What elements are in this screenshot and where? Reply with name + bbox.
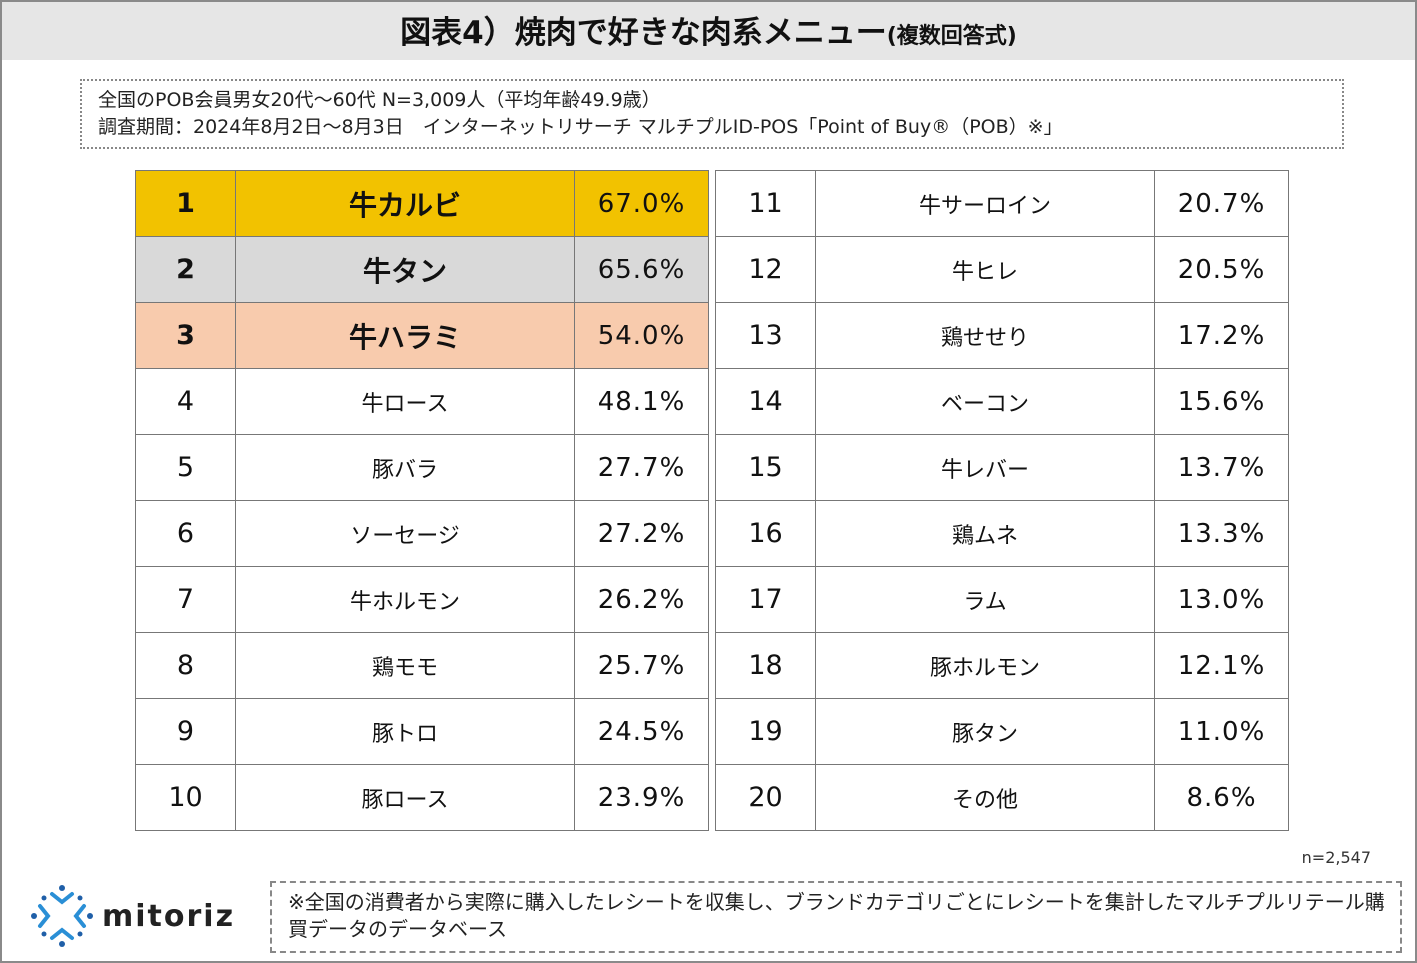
ranking-table-right: 11 牛サーロイン 20.7% 12 牛ヒレ 20.5% 13 鶏せせり 17.2% 14 ベーコン… (715, 170, 1289, 831)
ranking-row: 12 牛ヒレ 20.5% (715, 236, 1289, 303)
percent-cell: 13.3% (1154, 500, 1289, 567)
percent-cell: 67.0% (574, 170, 709, 237)
rank-cell: 4 (135, 368, 236, 435)
ranking-row: 13 鶏せせり 17.2% (715, 302, 1289, 369)
item-cell: 牛ホルモン (235, 566, 575, 633)
percent-cell: 8.6% (1154, 764, 1289, 831)
rank-cell: 5 (135, 434, 236, 501)
rank-cell: 3 (135, 302, 236, 369)
logo-text: mitoriz (102, 898, 236, 934)
title-sub: (複数回答式) (886, 24, 1017, 49)
ranking-row: 4 牛ロース 48.1% (135, 368, 709, 435)
ranking-row: 2 牛タン 65.6% (135, 236, 709, 303)
rank-cell: 14 (715, 368, 816, 435)
item-cell: 牛サーロイン (815, 170, 1155, 237)
item-cell: 牛カルビ (235, 170, 575, 237)
percent-cell: 25.7% (574, 632, 709, 699)
percent-cell: 48.1% (574, 368, 709, 435)
ranking-row: 14 ベーコン 15.6% (715, 368, 1289, 435)
ranking-row: 8 鶏モモ 25.7% (135, 632, 709, 699)
sample-size: n=2,547 (1301, 848, 1371, 867)
item-cell: 鶏ムネ (815, 500, 1155, 567)
ranking-row: 11 牛サーロイン 20.7% (715, 170, 1289, 237)
rank-cell: 19 (715, 698, 816, 765)
item-cell: ラム (815, 566, 1155, 633)
item-cell: 牛ハラミ (235, 302, 575, 369)
ranking-row: 5 豚バラ 27.7% (135, 434, 709, 501)
ranking-row: 9 豚トロ 24.5% (135, 698, 709, 765)
percent-cell: 23.9% (574, 764, 709, 831)
ranking-row: 7 牛ホルモン 26.2% (135, 566, 709, 633)
rank-cell: 17 (715, 566, 816, 633)
ranking-row: 10 豚ロース 23.9% (135, 764, 709, 831)
survey-sample: 全国のPOB会員男女20代～60代 N=3,009人（平均年齢49.9歳） (98, 89, 661, 111)
ranking-row: 1 牛カルビ 67.0% (135, 170, 709, 237)
percent-cell: 65.6% (574, 236, 709, 303)
percent-cell: 27.7% (574, 434, 709, 501)
rank-cell: 6 (135, 500, 236, 567)
rank-cell: 1 (135, 170, 236, 237)
item-cell: 豚ホルモン (815, 632, 1155, 699)
rank-cell: 20 (715, 764, 816, 831)
ranking-row: 3 牛ハラミ 54.0% (135, 302, 709, 369)
item-cell: その他 (815, 764, 1155, 831)
ranking-row: 6 ソーセージ 27.2% (135, 500, 709, 567)
percent-cell: 13.7% (1154, 434, 1289, 501)
rank-cell: 13 (715, 302, 816, 369)
rank-cell: 9 (135, 698, 236, 765)
footnote: ※全国の消費者から実際に購入したレシートを収集し、ブランドカテゴリごとにレシート… (270, 881, 1402, 953)
percent-cell: 27.2% (574, 500, 709, 567)
ranking-row: 16 鶏ムネ 13.3% (715, 500, 1289, 567)
percent-cell: 15.6% (1154, 368, 1289, 435)
item-cell: 鶏せせり (815, 302, 1155, 369)
rank-cell: 15 (715, 434, 816, 501)
rank-cell: 16 (715, 500, 816, 567)
ranking-row: 17 ラム 13.0% (715, 566, 1289, 633)
rank-cell: 8 (135, 632, 236, 699)
logo-star-icon (31, 885, 93, 947)
survey-period: 調査期間：2024年8月2日～8月3日 インターネットリサーチ マルチプルID-… (98, 116, 1063, 138)
figure-title: 図表4）焼肉で好きな肉系メニュー(複数回答式) (2, 2, 1415, 60)
item-cell: 牛レバー (815, 434, 1155, 501)
rank-cell: 7 (135, 566, 236, 633)
ranking-row: 15 牛レバー 13.7% (715, 434, 1289, 501)
item-cell: ソーセージ (235, 500, 575, 567)
item-cell: ベーコン (815, 368, 1155, 435)
item-cell: 牛ロース (235, 368, 575, 435)
percent-cell: 20.5% (1154, 236, 1289, 303)
percent-cell: 20.7% (1154, 170, 1289, 237)
ranking-table-left: 1 牛カルビ 67.0% 2 牛タン 65.6% 3 牛ハラミ 54.0% 4 牛ロース 48.1% 5… (135, 170, 709, 831)
item-cell: 豚タン (815, 698, 1155, 765)
survey-info: 全国のPOB会員男女20代～60代 N=3,009人（平均年齢49.9歳） 調査… (80, 79, 1344, 149)
rank-cell: 11 (715, 170, 816, 237)
mitoriz-logo: mitoriz (30, 884, 235, 948)
item-cell: 豚ロース (235, 764, 575, 831)
item-cell: 豚バラ (235, 434, 575, 501)
rank-cell: 10 (135, 764, 236, 831)
rank-cell: 12 (715, 236, 816, 303)
ranking-row: 20 その他 8.6% (715, 764, 1289, 831)
item-cell: 豚トロ (235, 698, 575, 765)
ranking-row: 18 豚ホルモン 12.1% (715, 632, 1289, 699)
rank-cell: 2 (135, 236, 236, 303)
percent-cell: 13.0% (1154, 566, 1289, 633)
percent-cell: 26.2% (574, 566, 709, 633)
item-cell: 鶏モモ (235, 632, 575, 699)
percent-cell: 54.0% (574, 302, 709, 369)
item-cell: 牛ヒレ (815, 236, 1155, 303)
ranking-row: 19 豚タン 11.0% (715, 698, 1289, 765)
percent-cell: 24.5% (574, 698, 709, 765)
title-main: 図表4）焼肉で好きな肉系メニュー (400, 15, 887, 51)
percent-cell: 12.1% (1154, 632, 1289, 699)
item-cell: 牛タン (235, 236, 575, 303)
percent-cell: 11.0% (1154, 698, 1289, 765)
rank-cell: 18 (715, 632, 816, 699)
percent-cell: 17.2% (1154, 302, 1289, 369)
